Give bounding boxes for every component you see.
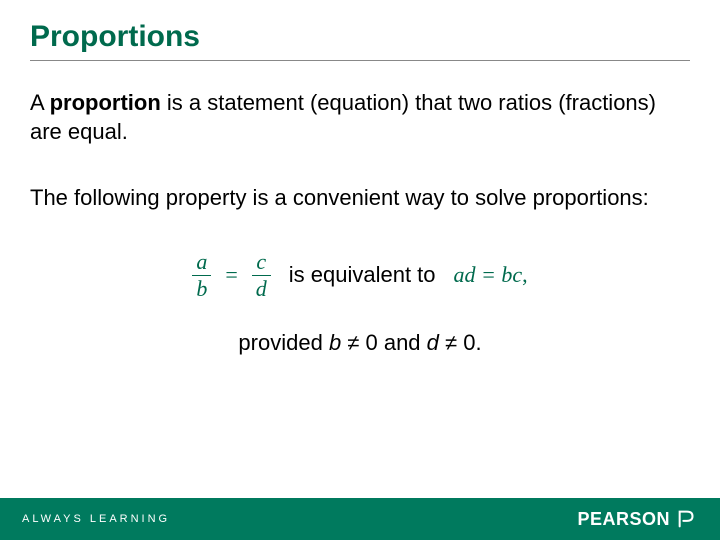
logo-mark-icon [676,508,698,530]
provided-condition: provided b ≠ 0 and d ≠ 0. [30,330,690,356]
numerator-c: c [252,251,270,275]
numerator-a: a [192,251,211,275]
equals-sign-1: = [221,262,241,288]
provided-c: ≠ 0 and [341,330,426,355]
cross-product: ad = bc, [454,262,528,288]
definition-paragraph: A proportion is a statement (equation) t… [30,89,690,146]
provided-e: ≠ 0. [439,330,482,355]
slide-title: Proportions [30,20,690,61]
logo-text: PEARSON [577,509,670,530]
para1-a: A [30,90,50,115]
slide-content: Proportions A proportion is a statement … [0,0,720,356]
equivalent-text: is equivalent to [289,262,436,288]
comma: , [522,262,528,287]
fraction-equation: a b = c d [192,251,270,300]
property-intro: The following property is a convenient w… [30,184,690,213]
denominator-b: b [192,275,211,300]
para1-bold: proportion [50,90,161,115]
provided-a: provided [238,330,329,355]
ad-bc-equation: ad = bc [454,262,523,287]
pearson-logo: PEARSON [577,508,698,530]
denominator-d: d [252,275,271,300]
provided-b: b [329,330,341,355]
equation-row: a b = c d is equivalent to ad = bc, [30,251,690,300]
provided-d: d [427,330,439,355]
fraction-cd: c d [252,251,271,300]
fraction-ab: a b [192,251,211,300]
footer-tagline: ALWAYS LEARNING [22,513,170,525]
footer-bar: ALWAYS LEARNING PEARSON [0,498,720,540]
